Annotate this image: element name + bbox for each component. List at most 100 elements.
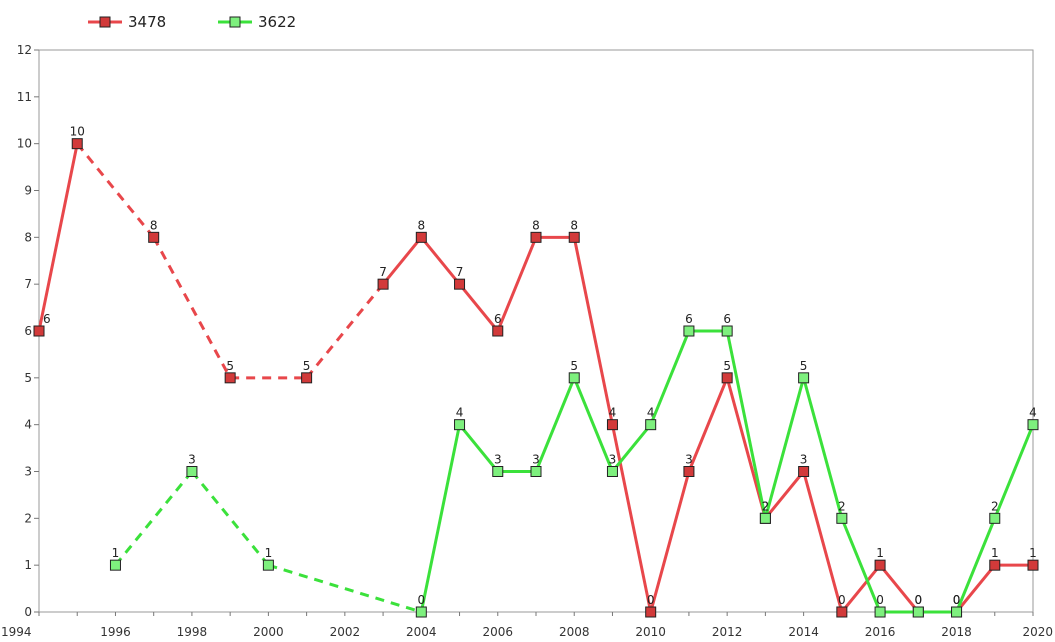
x-tick-label: 2004 bbox=[406, 625, 437, 639]
series-3478-segment bbox=[496, 236, 538, 332]
series-3478-point bbox=[33, 325, 45, 337]
series-3478-data-label: 3 bbox=[800, 453, 808, 467]
series-3622-segment bbox=[611, 423, 652, 473]
series-3622-point bbox=[530, 466, 542, 477]
series-3622-point bbox=[186, 466, 198, 477]
series-3478-segment bbox=[305, 283, 385, 379]
series-3622-point bbox=[1027, 419, 1039, 431]
series-3478-data-label: 6 bbox=[494, 312, 502, 326]
y-tick-label: 5 bbox=[24, 371, 32, 385]
series-3622-point bbox=[645, 419, 657, 431]
x-tick-label: 2012 bbox=[712, 625, 743, 639]
x-tick-label: 2006 bbox=[482, 625, 513, 639]
series-3478-data-label: 5 bbox=[303, 359, 311, 373]
x-tick-label: 2000 bbox=[253, 625, 284, 639]
series-3622-segment bbox=[955, 517, 997, 613]
y-tick-label: 3 bbox=[24, 465, 32, 479]
series-3478-point bbox=[798, 466, 810, 477]
series-3622-data-label: 2 bbox=[762, 499, 770, 513]
series-3478-point bbox=[454, 278, 466, 290]
series-3478-data-label: 4 bbox=[609, 406, 617, 420]
series-3622-point bbox=[912, 606, 924, 618]
series-3478-segment bbox=[649, 471, 691, 613]
series-3478-point bbox=[568, 231, 580, 243]
x-tick-label: 2014 bbox=[788, 625, 819, 639]
series-3622-point bbox=[683, 325, 695, 337]
plot-frame bbox=[38, 49, 1034, 613]
series-3622-point bbox=[568, 372, 580, 384]
series-3622-data-label: 4 bbox=[456, 406, 464, 420]
x-tick-label: 2008 bbox=[559, 625, 590, 639]
series-3622-point bbox=[454, 419, 466, 431]
series-3478-data-label: 7 bbox=[456, 265, 464, 279]
series-3622-data-label: 6 bbox=[723, 312, 731, 326]
series-3478-data-label: 1 bbox=[876, 546, 884, 560]
series-3478-data-label: 5 bbox=[723, 359, 731, 373]
series-3622-point bbox=[606, 466, 618, 477]
series-3478-segment bbox=[878, 564, 920, 613]
x-tick-label: 2010 bbox=[635, 625, 666, 639]
y-tick-label: 7 bbox=[24, 277, 32, 291]
series-3622-data-label: 0 bbox=[914, 593, 922, 607]
series-3478-point bbox=[836, 606, 848, 618]
series-3478-segment bbox=[420, 236, 461, 286]
y-tick-label: 8 bbox=[24, 230, 32, 244]
series-3622-segment bbox=[190, 470, 270, 567]
y-tick-label: 6 bbox=[24, 324, 32, 338]
series-3478-point bbox=[148, 231, 160, 243]
series-3478-point bbox=[606, 419, 618, 431]
series-3622-data-label: 2 bbox=[838, 499, 846, 513]
series-3478-data-label: 10 bbox=[70, 125, 85, 139]
x-tick-label: 1994 bbox=[1, 625, 32, 639]
x-tick-label: 2002 bbox=[330, 625, 361, 639]
series-3622-segment bbox=[458, 423, 499, 473]
series-3622-point bbox=[492, 466, 504, 477]
series-3622-data-label: 6 bbox=[685, 312, 693, 326]
series-3478-data-label: 8 bbox=[150, 218, 158, 232]
series-3622-data-label: 4 bbox=[647, 406, 655, 420]
series-3622-segment bbox=[763, 377, 806, 519]
series-3622-data-label: 1 bbox=[112, 546, 120, 560]
x-tick-label: 1998 bbox=[177, 625, 208, 639]
series-3478-segment bbox=[76, 142, 155, 239]
series-3478-point bbox=[71, 138, 83, 150]
series-3622-point bbox=[262, 559, 274, 571]
series-3478-point bbox=[645, 606, 657, 618]
series-3478-segment bbox=[37, 143, 79, 332]
series-3478-segment bbox=[458, 283, 499, 332]
legend-marker-3622 bbox=[229, 16, 241, 28]
y-tick-label: 2 bbox=[24, 511, 32, 525]
series-3622-segment bbox=[114, 470, 194, 567]
legend-label-3622: 3622 bbox=[258, 13, 296, 31]
series-3622-point bbox=[759, 512, 771, 524]
series-3478-data-label: 3 bbox=[685, 453, 693, 467]
series-3622-segment bbox=[840, 517, 882, 613]
series-3478-data-label: 6 bbox=[43, 312, 51, 326]
series-3478-point bbox=[530, 231, 542, 243]
series-3622-data-label: 0 bbox=[417, 593, 425, 607]
series-3478-point bbox=[989, 559, 1001, 571]
series-3478-segment bbox=[381, 236, 423, 286]
series-3478-data-label: 5 bbox=[226, 359, 234, 373]
series-3622-point bbox=[109, 559, 121, 571]
series-3478-data-label: 8 bbox=[417, 218, 425, 232]
series-3622-point bbox=[798, 372, 810, 384]
series-3622-data-label: 5 bbox=[570, 359, 578, 373]
series-3622-segment bbox=[534, 377, 576, 473]
series-3622-data-label: 3 bbox=[532, 453, 540, 467]
y-tick-label: 10 bbox=[17, 137, 32, 151]
series-3478-segment bbox=[687, 377, 729, 473]
series-3478-segment bbox=[572, 237, 614, 425]
series-3478-data-label: 1 bbox=[1029, 546, 1037, 560]
series-3478-point bbox=[1027, 559, 1039, 571]
series-3478-point bbox=[377, 278, 389, 290]
series-3622-segment bbox=[802, 377, 844, 519]
series-3622-segment bbox=[572, 377, 614, 473]
series-3622-point bbox=[874, 606, 886, 618]
series-3622-segment bbox=[649, 330, 691, 426]
series-3622-segment bbox=[267, 563, 422, 614]
series-3478-data-label: 1 bbox=[991, 546, 999, 560]
series-3622-data-label: 4 bbox=[1029, 406, 1037, 420]
y-tick-label: 11 bbox=[17, 90, 32, 104]
